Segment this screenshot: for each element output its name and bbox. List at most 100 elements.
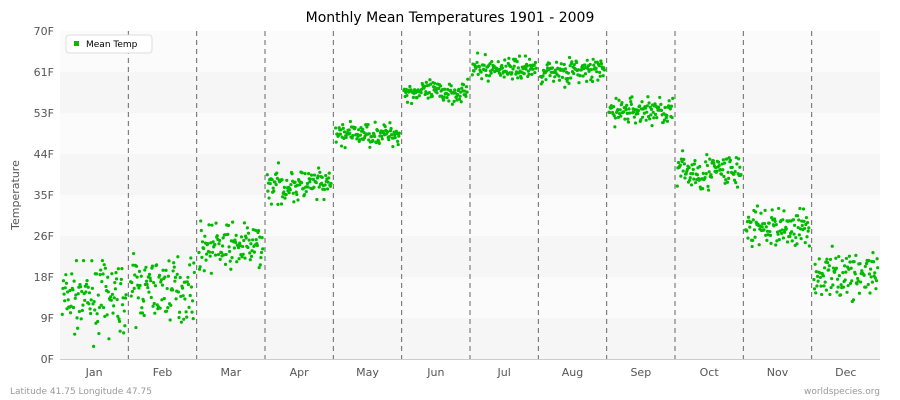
data-point [100,279,104,284]
data-point [457,97,462,101]
data-point [502,75,506,79]
data-point [257,266,261,270]
data-point [527,57,532,61]
data-point [763,208,767,212]
data-point [541,74,545,78]
data-point [95,312,99,316]
data-point [288,188,292,192]
x-tick-label: Jun [426,366,444,379]
data-point [732,178,737,182]
data-point [602,68,606,72]
data-point [169,303,173,307]
data-point [613,125,617,129]
data-point [599,59,603,63]
data-point [248,251,252,255]
data-point [220,244,225,248]
data-point [173,275,178,279]
data-point [322,187,327,192]
data-point [117,319,122,323]
data-point [838,293,843,297]
data-point [279,202,284,206]
data-point [90,259,94,263]
y-tick-label: 53F [34,107,54,120]
data-point [312,185,316,189]
data-point [803,240,807,245]
data-point [790,239,794,243]
data-point [361,127,365,132]
data-point [171,269,175,273]
data-point [625,103,629,107]
data-point [292,200,296,204]
data-point [875,257,879,261]
data-point [228,249,232,254]
data-point [513,57,517,61]
data-point [213,243,217,247]
data-point [662,118,667,122]
data-point [385,130,390,134]
data-point [746,236,750,240]
data-point [490,68,494,72]
data-point [62,292,66,296]
data-point [638,104,642,108]
data-point [563,85,567,89]
data-point [719,172,724,176]
data-point [656,105,661,109]
data-point [308,177,312,181]
data-point [839,283,843,287]
data-point [188,263,192,267]
data-point [797,218,801,222]
data-point [424,80,428,84]
data-point [827,264,831,268]
data-point [103,314,107,319]
data-point [557,74,561,78]
data-point [765,229,770,233]
data-point [557,78,562,82]
data-point [243,256,247,260]
data-point [841,271,845,275]
data-point [554,60,559,64]
data-point [254,237,258,242]
data-point [693,181,698,185]
data-point [254,228,258,232]
data-point [324,173,328,178]
data-point [70,272,74,276]
data-point [487,74,492,78]
data-point [351,133,355,138]
data-point [755,204,760,208]
data-point [223,233,227,237]
data-point [259,255,263,260]
data-point [241,244,245,249]
data-point [390,132,394,137]
data-point [739,172,743,177]
data-point [648,117,652,121]
data-point [849,266,853,270]
data-point [448,88,453,92]
data-point [735,162,739,166]
data-point [691,172,695,176]
data-point [781,236,786,240]
data-point [240,255,244,259]
data-point [102,305,106,310]
data-point [276,161,281,165]
data-point [199,219,203,223]
data-point [798,206,802,211]
data-point [727,176,731,180]
data-point [140,306,144,310]
data-point [703,176,707,180]
data-point [774,243,778,247]
data-point [96,319,100,324]
data-point [170,288,175,292]
data-point [709,175,714,179]
data-point [110,292,115,296]
data-point [874,279,879,283]
data-point [629,102,633,106]
data-point [476,51,480,55]
y-tick-label: 61F [34,66,54,79]
data-point [683,176,687,180]
data-point [147,290,151,294]
x-tick-label: Sep [630,366,651,379]
data-point [772,224,776,228]
data-point [562,62,566,67]
data-point [625,111,629,115]
data-point [189,285,194,289]
